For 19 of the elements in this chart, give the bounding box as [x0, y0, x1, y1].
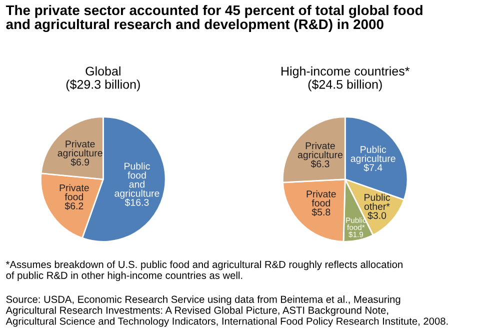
chart-subtitle: Global ($29.3 billion) — [66, 66, 140, 92]
data-label: $6.3 — [310, 160, 330, 168]
slice-label: Public other* — [364, 194, 390, 210]
data-label: $7.4 — [364, 164, 382, 172]
data-label: $6.2 — [64, 202, 84, 210]
source-note: Source: USDA, Economic Research Service using data from Beintema et al., Measuring Agricultural Research Investments: A Revised Global Picture, ASTI Background Note, Agricultural Science and Technology Indicators, International Food Policy Research Institute, 2008. — [6, 295, 448, 327]
slice-label: Private agriculture — [298, 142, 342, 160]
chart-subtitle: High-income countries* ($24.5 billion) — [282, 66, 410, 92]
data-label: $16.3 — [124, 198, 149, 206]
text: The private sector accounted for 45 percent of total global food and agricultural research and development (R&D) in 2000 — [6, 4, 422, 32]
text: *Assumes breakdown of U.S. public food and agricultural R&D roughly reflects allocation of public R&D in other high-income countries as well. — [6, 260, 402, 281]
slice-label: Public food and agriculture — [114, 162, 160, 199]
slice-label: Private agriculture — [58, 140, 102, 158]
data-label: $5.8 — [312, 208, 330, 216]
slice-label: Private food — [60, 184, 89, 200]
data-label: $3.0 — [368, 212, 386, 220]
slice-label: Public agriculture — [350, 146, 396, 164]
slice-label: Private food — [306, 190, 336, 206]
data-label: $6.9 — [70, 158, 90, 166]
